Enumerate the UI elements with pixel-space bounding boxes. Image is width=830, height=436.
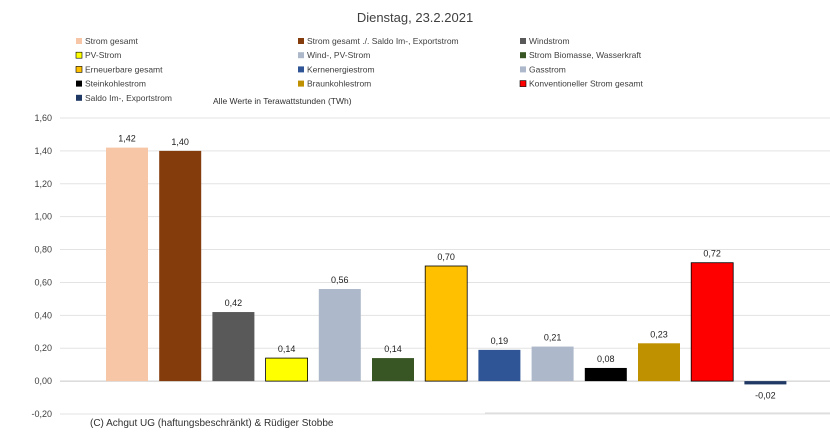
data-label: 0,21 bbox=[544, 333, 562, 343]
legend-label: Strom gesamt bbox=[85, 36, 139, 46]
data-labels: 1,42 1,40 0,42 0,14 0,56 0,14 0,70 0,19 0,21 0,08… bbox=[118, 134, 775, 401]
y-tick-label: 0,60 bbox=[34, 277, 52, 287]
legend-swatch bbox=[519, 80, 527, 87]
data-label: 0,72 bbox=[703, 249, 721, 259]
legend-label: Konventioneller Strom gesamt bbox=[529, 79, 644, 89]
y-tick-label: 0,80 bbox=[34, 245, 52, 255]
bar bbox=[265, 357, 309, 382]
legend-swatch bbox=[520, 52, 526, 59]
legend-label: Windstrom bbox=[529, 36, 570, 46]
data-label: 1,40 bbox=[171, 137, 189, 147]
y-tick-label: 0,00 bbox=[34, 376, 52, 386]
y-axis: -0,20 0,00 0,20 0,40 0,60 0,80 1,00 1,20 1,40 1,6… bbox=[31, 113, 52, 419]
legend-swatch bbox=[520, 66, 526, 73]
bar bbox=[159, 150, 202, 382]
y-tick-label: -0,20 bbox=[31, 409, 52, 419]
legend-swatch bbox=[298, 38, 304, 44]
bar bbox=[638, 343, 680, 382]
legend-swatch bbox=[75, 66, 83, 73]
legend-label: Braunkohlestrom bbox=[307, 79, 371, 89]
chart-title: Dienstag, 23.2.2021 bbox=[357, 10, 473, 25]
bar bbox=[424, 265, 468, 382]
legend-label: PV-Strom bbox=[85, 50, 121, 60]
legend-label: Steinkohlestrom bbox=[85, 79, 146, 89]
legend-label: Strom gesamt ./. Saldo Im-, Exportstrom bbox=[307, 36, 459, 46]
legend-swatch bbox=[76, 38, 82, 44]
bar bbox=[531, 346, 574, 382]
y-tick-label: 0,40 bbox=[34, 310, 52, 320]
y-tick-label: 1,20 bbox=[34, 179, 52, 189]
legend-label: Saldo Im-, Exportstrom bbox=[85, 93, 172, 103]
legend-swatch bbox=[298, 52, 304, 59]
data-label: 0,56 bbox=[331, 275, 349, 285]
bar bbox=[584, 367, 627, 382]
bar bbox=[372, 358, 414, 382]
legend-label: Kernenergiestrom bbox=[307, 64, 375, 74]
y-tick-label: 1,40 bbox=[34, 146, 52, 156]
legend-swatch bbox=[298, 66, 304, 73]
legend-swatch bbox=[298, 80, 304, 87]
bar bbox=[478, 349, 521, 382]
data-label: 1,42 bbox=[118, 134, 136, 144]
y-tick-label: 0,20 bbox=[34, 343, 52, 353]
legend-label: Strom Biomasse, Wasserkraft bbox=[529, 50, 642, 60]
legend-swatch bbox=[76, 94, 82, 101]
legend-label: Gasstrom bbox=[529, 64, 566, 74]
bar bbox=[106, 147, 148, 382]
bar bbox=[744, 381, 787, 385]
data-label: 0,70 bbox=[437, 252, 455, 262]
legend-swatch bbox=[520, 38, 526, 44]
legend-label: Wind-, PV-Strom bbox=[307, 50, 370, 60]
data-label: 0,19 bbox=[491, 336, 509, 346]
y-tick-label: 1,60 bbox=[34, 113, 52, 123]
copyright-footer: (C) Achgut UG (haftungsbeschränkt) & Rüd… bbox=[90, 418, 334, 429]
legend: Strom gesamt Strom gesamt ./. Saldo Im-, … bbox=[75, 36, 644, 103]
data-label: 0,42 bbox=[225, 298, 243, 308]
data-label: 0,14 bbox=[384, 344, 402, 354]
bar bbox=[212, 312, 255, 382]
legend-swatch bbox=[76, 80, 82, 87]
data-label: 0,08 bbox=[597, 354, 615, 364]
legend-swatch bbox=[75, 51, 83, 59]
bar bbox=[318, 289, 361, 382]
data-label: 0,23 bbox=[650, 329, 668, 339]
units-note: Alle Werte in Terawattstunden (TWh) bbox=[213, 96, 352, 106]
bars bbox=[106, 147, 787, 385]
data-label: -0,02 bbox=[755, 390, 776, 400]
bar bbox=[690, 262, 734, 382]
data-label: 0,14 bbox=[278, 344, 296, 354]
legend-label: Erneuerbare gesamt bbox=[85, 64, 163, 74]
y-tick-label: 1,00 bbox=[34, 212, 52, 222]
